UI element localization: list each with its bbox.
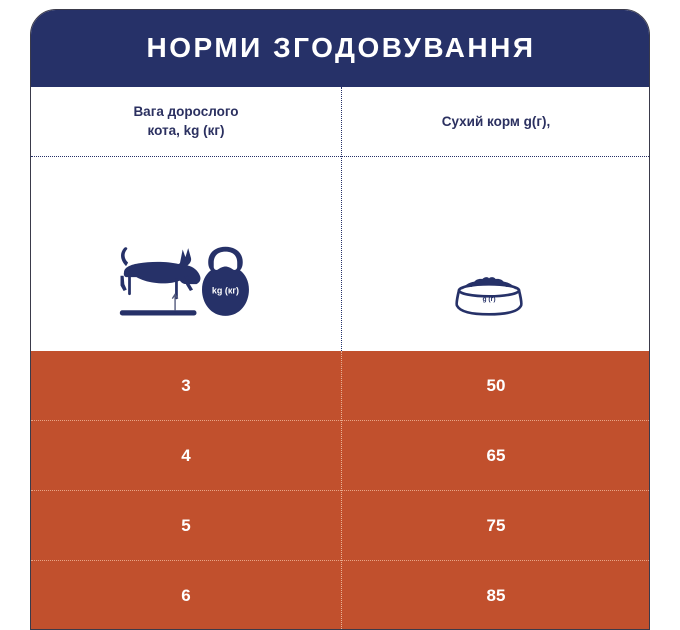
svg-text:kg (кг): kg (кг)	[212, 286, 239, 296]
svg-text:g (г): g (г)	[482, 296, 495, 303]
